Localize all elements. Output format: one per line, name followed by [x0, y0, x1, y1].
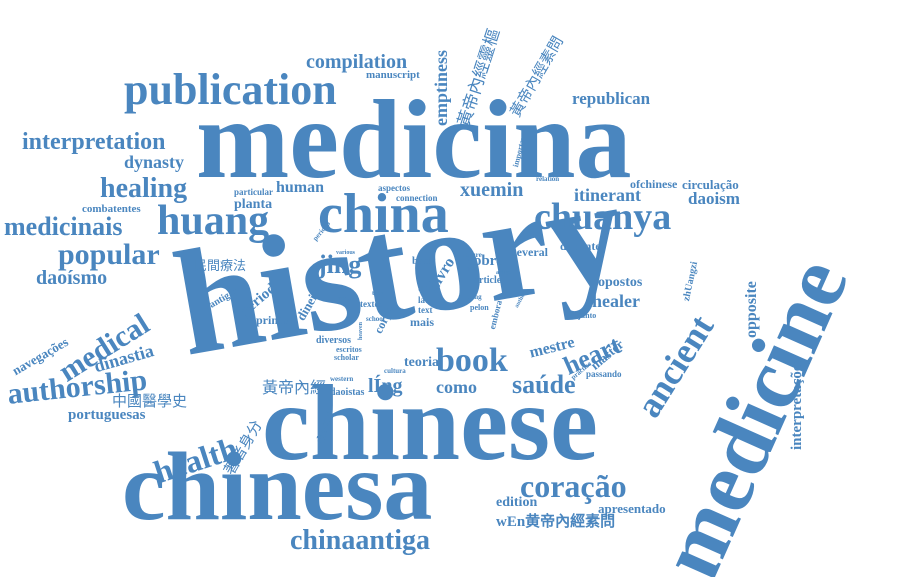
word-qing: qing [466, 266, 478, 272]
word-artigo: artigo [496, 270, 512, 276]
word-connection: connection [396, 193, 438, 203]
word-scholar: scholar [334, 353, 359, 362]
word-jing: jing [318, 250, 362, 279]
word-huang: huang [157, 198, 270, 244]
word-passando: passando [586, 369, 622, 379]
word-interpretation: interpretation [22, 129, 166, 155]
word-itinerant: itinerant [574, 185, 641, 205]
word-particular: particular [234, 187, 273, 197]
word-heaven: heaven [358, 322, 364, 340]
word-ling: lÍng [368, 375, 403, 397]
word-zhuangzi: zhUangzi [681, 260, 701, 303]
word-song: song [468, 293, 482, 301]
word-como: como [436, 377, 477, 397]
word-cjk-huangdi-neijing: 黃帝內經 [262, 378, 327, 397]
word-chinesa: chinesa [122, 433, 433, 541]
word-emptiness: emptiness [431, 50, 451, 126]
word-daoistas: daoistas [330, 387, 365, 398]
word-late: late [418, 295, 432, 305]
word-manuscript: manuscript [366, 69, 420, 81]
word-coracao: coração [520, 468, 627, 504]
word-combatentes: combatentes [82, 203, 141, 215]
word-daoismo: daoísmo [36, 267, 108, 289]
word-diversos: diversos [316, 335, 351, 346]
word-uses: uses [372, 289, 385, 297]
word-book: book [436, 342, 508, 379]
word-dynasty: dynasty [124, 152, 185, 172]
word-pelon: pelon [470, 303, 489, 312]
word-circulacao: circulação [682, 177, 739, 192]
word-school: school [366, 315, 385, 323]
word-chinaantiga: chinaantiga [290, 525, 431, 556]
word-popular: popular [58, 238, 160, 271]
word-human: human [276, 179, 325, 196]
word-nature: nature [462, 251, 482, 259]
word-teoria: teoria [404, 355, 439, 370]
word-china: china [318, 183, 449, 245]
word-article: article [474, 275, 502, 286]
word-mais: mais [410, 315, 434, 329]
word-wen-huangdi: wEn黄帝內經素問 [496, 514, 616, 530]
word-republican: republican [572, 89, 651, 108]
word-medicina: medicina [196, 78, 632, 202]
word-saude: saúde [512, 370, 576, 399]
word-western: western [330, 375, 354, 383]
word-sobre: sobre [468, 253, 503, 269]
word-several: several [512, 245, 548, 259]
word-relation: relation [536, 175, 560, 183]
word-planta: planta [234, 197, 273, 212]
word-edition: edition [496, 495, 538, 510]
word-unity: unity [418, 283, 441, 294]
word-publication: publication [124, 65, 337, 114]
word-opostos: opostos [598, 275, 643, 290]
word-durante: durante [560, 239, 601, 253]
word-various: various [336, 250, 356, 256]
word-chinese: chinese [262, 364, 598, 483]
word-apresentado: apresentado [598, 501, 666, 516]
word-escritos: escritos [336, 345, 362, 354]
word-interpretacoes: interpretações [789, 358, 805, 450]
word-portuguesas: portuguesas [68, 407, 146, 423]
word-cjk-zhongguo: 中國醫學史 [112, 392, 188, 410]
word-cultura: cultura [384, 367, 406, 375]
word-printed: printed [256, 313, 295, 327]
word-compilation: compilation [306, 51, 408, 73]
word-healing: healing [100, 173, 188, 204]
word-conjunto: conjunto [566, 311, 597, 320]
word-medicinais: medicinais [4, 212, 123, 241]
word-ofchinese: ofchinese [630, 177, 678, 191]
word-chuanya: chuanya [534, 196, 672, 238]
word-body: body [412, 255, 436, 267]
word-xuemin: xuemin [460, 179, 524, 201]
word-healer: healer [592, 291, 640, 311]
word-empty: empty [336, 296, 352, 302]
word-aspectos: aspectos [378, 183, 410, 193]
word-textos: textos [360, 299, 383, 309]
word-daoism: daoism [688, 189, 740, 208]
word-opposite: opposite [743, 281, 760, 338]
word-cjk-minjian: 民間療法 [194, 259, 247, 274]
word-text: text [418, 305, 433, 315]
